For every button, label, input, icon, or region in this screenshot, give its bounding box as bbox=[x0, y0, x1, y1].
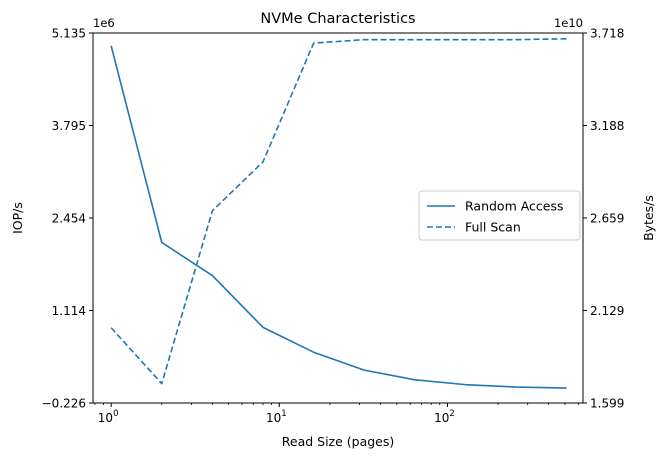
x-tick-label: 100 bbox=[98, 409, 119, 425]
left-offset-label: 1e6 bbox=[93, 16, 115, 30]
x-axis-label: Read Size (pages) bbox=[282, 434, 395, 449]
legend: Random Access Full Scan bbox=[418, 190, 581, 241]
left-tick-label: 3.795 bbox=[52, 119, 86, 133]
right-axis-label: Bytes/s bbox=[641, 195, 656, 241]
left-tick-label: 5.135 bbox=[52, 27, 86, 41]
right-tick-label: 2.659 bbox=[590, 211, 624, 225]
right-tick-label: 1.599 bbox=[590, 397, 624, 411]
legend-label-full-scan: Full Scan bbox=[465, 220, 521, 235]
left-tick-label: −0.226 bbox=[42, 397, 86, 411]
series-line-random-access bbox=[110, 45, 567, 389]
left-axis-label: IOP/s bbox=[10, 202, 25, 234]
left-tick-label: 1.114 bbox=[52, 304, 86, 318]
series-layer bbox=[110, 37, 567, 389]
x-tick-label: 101 bbox=[266, 409, 287, 425]
right-tick-label: 3.188 bbox=[590, 119, 624, 133]
left-tick-label: 2.454 bbox=[52, 212, 86, 226]
left-axis: 5.135 3.795 2.454 1.114 −0.226 bbox=[42, 27, 93, 411]
right-tick-label: 2.129 bbox=[590, 304, 624, 318]
x-tick-label: 102 bbox=[434, 409, 455, 425]
chart-title: NVMe Characteristics bbox=[260, 11, 415, 27]
series-line-full-scan bbox=[110, 37, 567, 385]
legend-label-random-access: Random Access bbox=[465, 199, 564, 214]
right-axis: 3.718 3.188 2.659 2.129 1.599 bbox=[583, 27, 624, 411]
right-tick-label: 3.718 bbox=[590, 27, 624, 41]
legend-box bbox=[418, 190, 581, 241]
x-axis: 100 101 102 bbox=[94, 403, 579, 425]
right-offset-label: 1e10 bbox=[554, 16, 583, 30]
